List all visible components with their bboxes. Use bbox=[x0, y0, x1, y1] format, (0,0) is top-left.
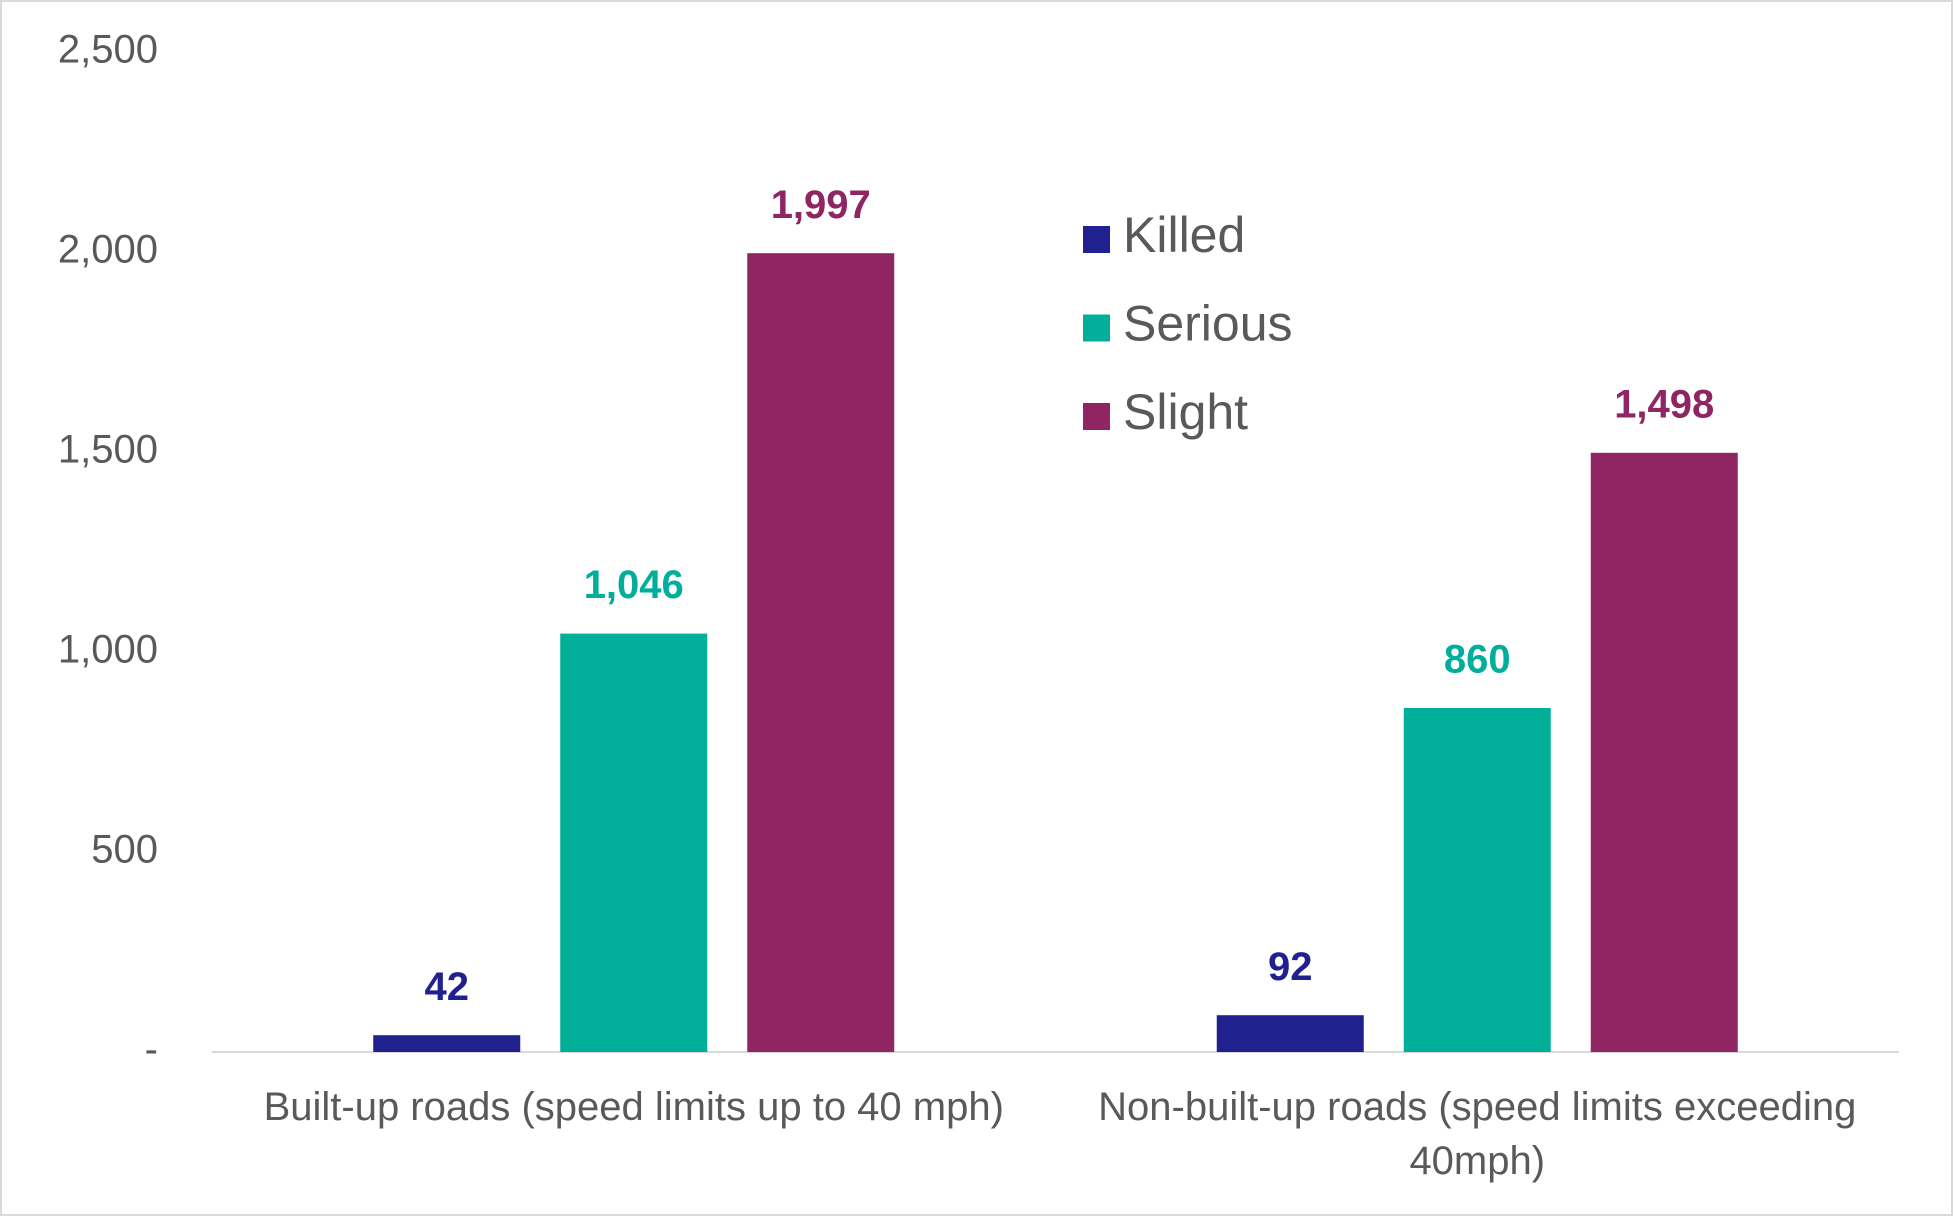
x-tick-label: Built-up roads (speed limits up to 40 mp… bbox=[263, 1085, 1004, 1129]
legend-swatch bbox=[1083, 403, 1110, 430]
y-tick-label: 2,000 bbox=[58, 228, 158, 272]
x-tick-label: Non-built-up roads (speed limits exceedi… bbox=[1098, 1085, 1857, 1183]
bar bbox=[747, 253, 895, 1052]
bar bbox=[1216, 1015, 1364, 1052]
legend-label: Killed bbox=[1123, 207, 1245, 263]
y-tick-label: 500 bbox=[91, 828, 158, 872]
y-tick-label: 2,500 bbox=[58, 28, 158, 72]
bar bbox=[373, 1035, 521, 1052]
value-label: 860 bbox=[1444, 638, 1511, 682]
y-tick-label: 1,500 bbox=[58, 428, 158, 472]
legend-swatch bbox=[1083, 314, 1110, 342]
y-tick-label: 1,000 bbox=[58, 628, 158, 672]
bar bbox=[560, 633, 708, 1052]
legend-label: Serious bbox=[1123, 296, 1293, 352]
value-label: 42 bbox=[425, 965, 470, 1009]
bar bbox=[1403, 708, 1551, 1052]
value-label: 1,997 bbox=[771, 183, 871, 227]
legend-label: Slight bbox=[1123, 384, 1248, 440]
value-label: 1,046 bbox=[584, 563, 684, 607]
bar bbox=[1590, 452, 1738, 1052]
legend-swatch bbox=[1083, 226, 1110, 253]
value-label: 1,498 bbox=[1614, 382, 1714, 426]
value-label: 92 bbox=[1268, 945, 1313, 989]
y-tick-label: - bbox=[145, 1028, 158, 1072]
